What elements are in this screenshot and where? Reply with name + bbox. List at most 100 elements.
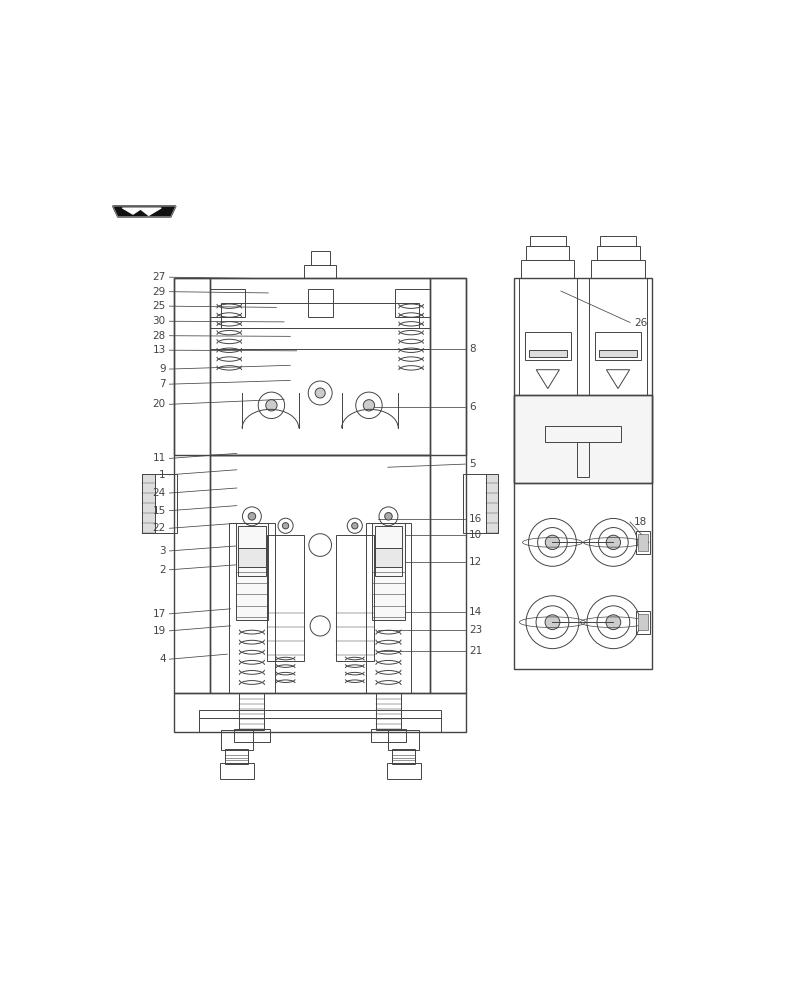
Text: 2: 2 [159, 565, 165, 575]
Text: 11: 11 [152, 453, 165, 463]
Bar [304, 265, 336, 278]
Bar [142, 474, 177, 533]
Text: 20: 20 [152, 399, 165, 409]
Circle shape [315, 388, 325, 398]
Bar [395, 289, 430, 317]
Bar [526, 246, 569, 260]
Text: 4: 4 [159, 654, 165, 664]
Text: 29: 29 [152, 287, 165, 297]
Text: 22: 22 [152, 523, 165, 533]
Bar [266, 535, 304, 661]
Bar [371, 523, 405, 620]
Bar [221, 730, 252, 750]
Text: 15: 15 [152, 506, 165, 516]
Text: 16: 16 [469, 514, 482, 524]
Bar [596, 246, 639, 260]
Bar [210, 455, 430, 693]
Bar [375, 693, 401, 730]
Circle shape [248, 513, 255, 520]
Bar [594, 332, 640, 360]
Text: 1: 1 [159, 470, 165, 480]
Bar [463, 474, 497, 533]
Bar [142, 474, 154, 533]
Text: 6: 6 [469, 402, 475, 412]
Bar [210, 289, 245, 317]
Bar [174, 278, 466, 455]
Text: 19: 19 [152, 626, 165, 636]
Bar [637, 614, 647, 630]
Bar [525, 332, 570, 360]
Bar [388, 730, 418, 750]
Bar [599, 236, 635, 246]
Polygon shape [122, 208, 161, 216]
Text: 27: 27 [152, 272, 165, 282]
Bar [238, 526, 265, 576]
Circle shape [606, 535, 620, 550]
Bar [513, 395, 651, 483]
Bar [636, 531, 650, 554]
Bar [235, 523, 268, 620]
Bar [210, 278, 430, 455]
Bar [371, 729, 406, 742]
Bar [544, 426, 620, 442]
Bar [311, 251, 329, 265]
Circle shape [384, 513, 392, 520]
Bar [239, 693, 264, 730]
Text: 9: 9 [159, 364, 165, 374]
Bar [636, 611, 650, 634]
Text: 7: 7 [159, 379, 165, 389]
Text: 26: 26 [633, 318, 646, 328]
Bar [366, 523, 410, 693]
Circle shape [605, 615, 620, 630]
Bar [530, 236, 564, 246]
Bar [174, 693, 466, 732]
Bar [485, 474, 497, 533]
Bar [336, 535, 373, 661]
Text: 5: 5 [469, 459, 475, 469]
Bar [210, 328, 430, 349]
Text: 17: 17 [152, 609, 165, 619]
Bar [174, 278, 210, 693]
Bar [590, 260, 644, 278]
Circle shape [282, 523, 289, 529]
Bar [392, 749, 414, 764]
Bar [599, 350, 637, 357]
Circle shape [363, 400, 374, 411]
Text: 12: 12 [469, 557, 482, 567]
Bar [229, 523, 274, 693]
Circle shape [544, 615, 559, 630]
Text: 13: 13 [152, 345, 165, 355]
Bar [518, 278, 576, 395]
Text: 24: 24 [152, 488, 165, 498]
Bar [430, 278, 466, 693]
Text: 10: 10 [469, 530, 482, 540]
Text: 18: 18 [633, 517, 646, 527]
Circle shape [265, 400, 277, 411]
Bar [307, 289, 333, 317]
Bar [521, 260, 573, 278]
Text: 3: 3 [159, 546, 165, 556]
Text: 8: 8 [469, 344, 475, 354]
Text: 23: 23 [469, 625, 482, 635]
Bar [234, 729, 269, 742]
Polygon shape [113, 206, 175, 217]
Bar [221, 303, 418, 328]
Bar [374, 526, 401, 576]
Bar [199, 710, 441, 732]
Bar [225, 749, 248, 764]
Bar [513, 395, 651, 483]
Circle shape [351, 523, 358, 529]
Text: 21: 21 [469, 646, 482, 656]
Text: 14: 14 [469, 607, 482, 617]
Bar [528, 350, 566, 357]
Text: 30: 30 [152, 316, 165, 326]
Bar [386, 763, 420, 779]
Bar [577, 442, 588, 477]
Text: 25: 25 [152, 301, 165, 311]
Bar [374, 548, 401, 567]
Bar [588, 278, 646, 395]
Circle shape [545, 535, 559, 550]
Bar [637, 534, 647, 551]
Bar [238, 548, 265, 567]
Bar [513, 483, 651, 669]
